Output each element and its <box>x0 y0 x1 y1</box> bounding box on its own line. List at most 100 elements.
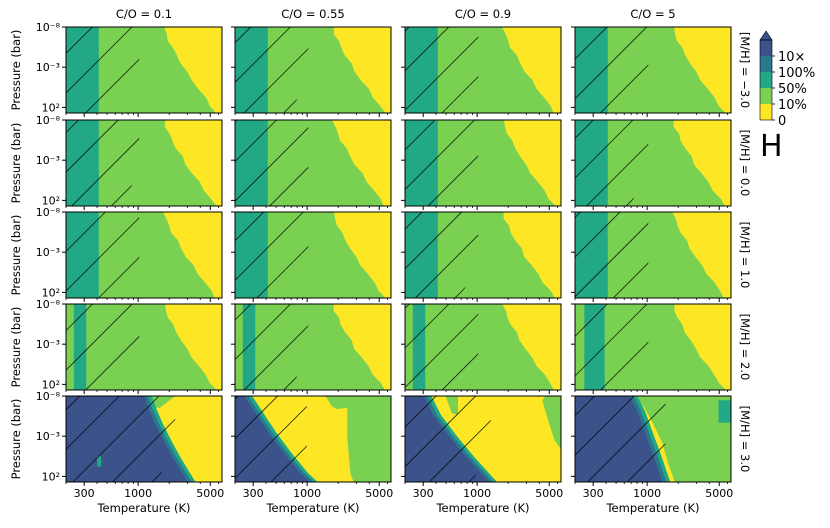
panel-frame <box>234 211 392 299</box>
panel-frame <box>65 303 223 391</box>
region-0-10pct <box>504 120 561 206</box>
panel-r3-c0: 10⁻⁸ 10⁻³ 10² Pressure (bar) <box>9 298 223 394</box>
region-0-10pct <box>163 212 222 298</box>
y-tick-label: 10² <box>42 194 60 207</box>
panel-frame <box>234 119 392 207</box>
colorbar-segment <box>760 88 772 104</box>
hatched-region <box>575 120 649 206</box>
panel-r3-c3: [M/H] = 2.0 <box>571 303 752 394</box>
region-0-10pct <box>672 212 731 298</box>
panel-frame <box>65 26 223 114</box>
region-50-100pct-spot <box>718 400 731 423</box>
colorbar-label: 10× <box>778 50 805 65</box>
panel-r0-c2: C/O = 0.9 <box>401 7 562 117</box>
panel-frame <box>574 211 732 299</box>
x-tick-label: 1000 <box>124 487 152 500</box>
hatched-region <box>405 212 479 298</box>
x-tick-label: 300 <box>413 487 434 500</box>
hatched-region <box>66 120 140 206</box>
hatched-region <box>235 27 309 113</box>
colorbar: 010%50%100%10× <box>759 30 815 129</box>
region-0-10pct <box>332 120 391 206</box>
region-10-50pct <box>325 396 391 482</box>
row-label: [M/H] = 1.0 <box>738 222 752 289</box>
x-tick-label: 5000 <box>705 487 733 500</box>
y-tick-label: 10⁻⁸ <box>36 114 61 127</box>
panel-frame <box>404 211 562 299</box>
region-0-10pct <box>502 27 561 113</box>
y-axis-label: Pressure (bar) <box>9 215 23 296</box>
region-0-10pct <box>673 120 731 206</box>
panel-frame <box>404 395 562 483</box>
panel-frame <box>574 303 732 391</box>
x-tick-label: 300 <box>583 487 604 500</box>
x-axis-label: Temperature (K) <box>605 501 699 515</box>
region-0-10pct <box>164 120 222 206</box>
panel-r4-c3: 300 1000 5000 Temperature (K) [M/H] = 3.0 <box>571 395 752 515</box>
region-0-10pct <box>333 27 391 113</box>
y-tick-label: 10⁻⁸ <box>36 298 61 311</box>
hatched-region <box>66 27 140 113</box>
colorbar-segment <box>760 104 772 120</box>
x-tick-label: 1000 <box>633 487 661 500</box>
hatched-region <box>405 304 479 390</box>
panel-frame <box>574 119 732 207</box>
hatched-region <box>66 396 176 482</box>
hatched-region <box>66 304 140 390</box>
y-axis-label: Pressure (bar) <box>9 123 23 204</box>
panel-frame <box>234 395 392 483</box>
panel-frame <box>234 303 392 391</box>
panel-r3-c1 <box>231 303 392 394</box>
panel-frame <box>574 26 732 114</box>
panel-frame <box>404 303 562 391</box>
panel-r1-c2 <box>401 119 562 210</box>
panel-r0-c3: C/O = 5 [M/H] = −3.0 <box>571 7 752 117</box>
colorbar-label: 10% <box>778 98 807 113</box>
panel-r2-c2 <box>401 211 562 302</box>
column-title: C/O = 0.1 <box>116 7 172 21</box>
panel-r3-c2 <box>401 303 562 394</box>
column-title: C/O = 0.55 <box>281 7 345 21</box>
hatched-region <box>235 120 309 206</box>
panel-r4-c0: 300 1000 5000 10⁻⁸ 10⁻³ 10² Temperature (K) Pre… <box>9 390 224 515</box>
y-tick-label: 10⁻³ <box>36 338 60 351</box>
hatched-region <box>235 304 309 390</box>
panel-frame <box>234 26 392 114</box>
x-tick-label: 300 <box>74 487 95 500</box>
panel-r2-c1 <box>231 211 392 302</box>
figure-title: H <box>760 129 783 164</box>
row-label: [M/H] = 3.0 <box>738 406 752 473</box>
hatched-region <box>575 212 649 298</box>
x-tick-label: 1000 <box>463 487 491 500</box>
colorbar-label: 50% <box>778 82 807 97</box>
y-tick-label: 10² <box>42 286 60 299</box>
panel-frame <box>404 26 562 114</box>
panel-r1-c1 <box>231 119 392 210</box>
y-tick-label: 10⁻⁸ <box>36 206 61 219</box>
region-0-10pct <box>334 212 391 298</box>
y-tick-label: 10² <box>42 470 60 483</box>
y-tick-label: 10² <box>42 378 60 391</box>
colorbar-label: 100% <box>778 66 815 81</box>
hatched-region <box>235 212 309 298</box>
region-0-10pct <box>674 304 731 390</box>
panel-r4-c2: 300 1000 5000 Temperature (K) <box>401 395 563 515</box>
y-axis-label: Pressure (bar) <box>9 307 23 388</box>
panel-r2-c3: [M/H] = 1.0 <box>571 211 752 302</box>
panel-r4-c1: 300 1000 5000 Temperature (K) <box>231 395 393 515</box>
hatched-region <box>235 396 307 482</box>
panel-r0-c1: C/O = 0.55 <box>231 7 392 117</box>
hatched-region <box>66 212 140 298</box>
panel-grid: 10⁻⁸ 10⁻³ 10² C/O = 0.1 Pressure (bar) C/O = … <box>9 7 752 515</box>
row-label: [M/H] = 0.0 <box>738 130 752 197</box>
y-tick-label: 10⁻⁸ <box>36 390 61 403</box>
panel-frame <box>65 395 223 483</box>
column-title: C/O = 0.9 <box>455 7 511 21</box>
y-tick-label: 10⁻³ <box>36 61 60 74</box>
region-0-10pct <box>164 27 222 113</box>
colorbar-frame <box>759 39 773 121</box>
region-0-10pct <box>674 27 731 113</box>
hatched-region <box>575 27 649 113</box>
x-tick-label: 1000 <box>293 487 321 500</box>
